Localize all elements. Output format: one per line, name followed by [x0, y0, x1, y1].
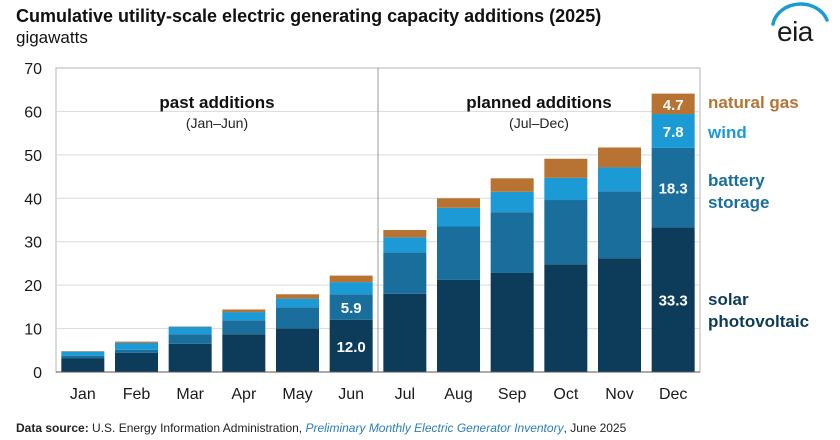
x-tick-label: Sep [498, 386, 527, 403]
past-additions-title: past additions [159, 93, 274, 112]
y-tick-label: 70 [24, 61, 42, 78]
data-source-text: U.S. Energy Information Administration, [88, 421, 306, 435]
eia-logo: eia [763, 2, 833, 50]
past-additions-range: (Jan–Jun) [186, 115, 248, 131]
x-tick-label: Aug [444, 386, 472, 403]
bar-segment-solar [115, 352, 158, 372]
y-tick-label: 0 [33, 365, 42, 382]
bar-segment-solar [490, 272, 534, 372]
bar-segment-solar [276, 328, 319, 372]
bar-segment-solar [61, 358, 105, 372]
bar-segment-gas [598, 147, 641, 168]
legend-label-solar: solar [708, 290, 749, 309]
bar-segment-wind [598, 167, 641, 192]
y-tick-label: 20 [24, 278, 42, 295]
bar-segment-gas [651, 93, 695, 115]
data-label: 5.9 [341, 300, 362, 317]
bar-segment-gas [490, 178, 534, 192]
bar-segment-wind [651, 114, 695, 148]
bar-segment-battery [651, 147, 695, 228]
data-source-date: , June 2025 [563, 421, 627, 435]
bar-segment-gas [329, 275, 373, 283]
data-label: 33.3 [659, 293, 688, 310]
y-tick-label: 40 [24, 191, 42, 208]
x-tick-label: Oct [553, 386, 578, 403]
bar-segment-solar [598, 258, 641, 372]
bar-segment-gas [222, 309, 266, 313]
bar-segment-battery [437, 226, 480, 280]
bar-segment-gas [383, 229, 427, 238]
bar-segment-gas [544, 158, 588, 178]
x-tick-label: Mar [176, 386, 204, 403]
bar-segment-solar [383, 293, 427, 372]
bar-segment-battery [61, 355, 105, 359]
x-tick-label: Dec [659, 386, 687, 403]
bar-segment-wind [168, 326, 212, 335]
x-tick-label: Feb [123, 386, 151, 403]
bar-segment-wind [222, 312, 266, 321]
data-label: 12.0 [337, 339, 366, 356]
chart-subtitle: gigawatts [16, 28, 88, 47]
bar-segment-wind [61, 351, 105, 356]
planned-additions-range: (Jul–Dec) [509, 115, 569, 131]
bar-segment-wind [329, 282, 373, 295]
eia-logo-arc [771, 2, 829, 26]
x-tick-label: Jan [70, 386, 96, 403]
bar-segment-solar [222, 334, 266, 372]
data-source-link[interactable]: Preliminary Monthly Electric Generator I… [305, 421, 564, 435]
bar-segment-battery [115, 349, 158, 353]
bar-segment-solar [651, 227, 695, 372]
bar-segment-wind [115, 342, 158, 350]
legend-label-wind: wind [707, 123, 747, 142]
bar-segment-gas [437, 198, 480, 208]
bar-segment-battery [276, 307, 319, 329]
bar-segment-wind [437, 207, 480, 227]
data-source: Data source: U.S. Energy Information Adm… [16, 421, 626, 435]
bar-segment-battery [598, 191, 641, 259]
legend-label-solar: photovoltaic [708, 312, 809, 331]
bar-segment-gas [276, 294, 319, 299]
planned-additions-title: planned additions [466, 93, 611, 112]
legend-label-battery: storage [708, 193, 769, 212]
y-tick-label: 50 [24, 148, 42, 165]
legend-label-battery: battery [708, 171, 765, 190]
bar-segment-battery [383, 252, 427, 294]
x-tick-label: Jul [395, 386, 415, 403]
bar-segment-solar [329, 319, 373, 372]
data-label: 18.3 [659, 181, 688, 198]
legend-label-gas: natural gas [708, 93, 799, 112]
x-tick-label: Apr [231, 386, 257, 403]
bar-segment-battery [329, 294, 373, 320]
bar-segment-battery [168, 334, 212, 344]
chart-title: Cumulative utility-scale electric genera… [16, 6, 602, 26]
data-source-label: Data source: [16, 421, 89, 435]
bar-segment-battery [544, 200, 588, 265]
y-tick-label: 30 [24, 235, 42, 252]
bar-segment-solar [437, 279, 480, 372]
x-tick-label: Nov [605, 386, 633, 403]
bar-segment-solar [168, 343, 212, 372]
bar-segment-solar [544, 264, 588, 372]
bar-segment-gas [115, 341, 158, 343]
bar-segment-wind [276, 298, 319, 308]
stacked-bar-chart: 0 10 20 30 40 50 60 70 Jan Feb Mar Apr May Jun Jul Aug S… [24, 61, 809, 403]
bar-segment-wind [383, 237, 427, 253]
data-label: 4.7 [663, 97, 684, 114]
eia-logo-text: eia [777, 16, 813, 47]
bar-segment-wind [544, 177, 588, 201]
bar-segment-battery [222, 320, 266, 335]
y-tick-label: 60 [24, 104, 42, 121]
x-tick-label: May [282, 386, 312, 403]
y-tick-label: 10 [24, 322, 42, 339]
x-tick-label: Jun [338, 386, 364, 403]
bar-segment-wind [490, 191, 534, 213]
data-label: 7.8 [663, 124, 684, 141]
bar-segment-battery [490, 212, 534, 273]
